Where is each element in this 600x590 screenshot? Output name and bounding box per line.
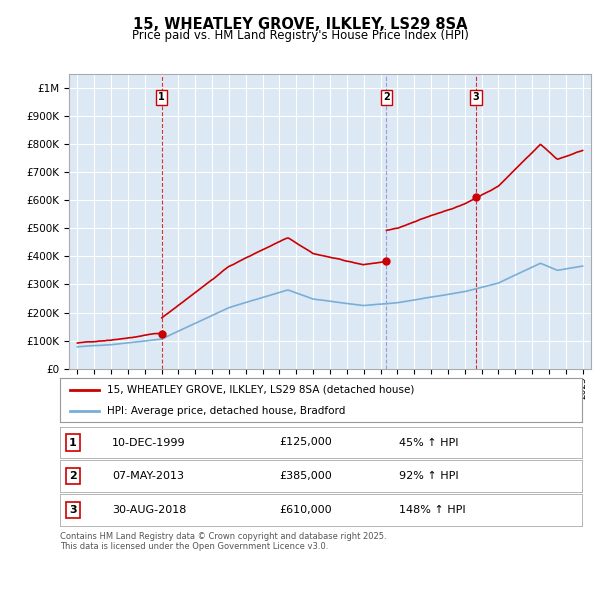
Text: 07-MAY-2013: 07-MAY-2013 [112,471,184,481]
Text: 1: 1 [69,438,77,447]
Text: Contains HM Land Registry data © Crown copyright and database right 2025.
This d: Contains HM Land Registry data © Crown c… [60,532,386,551]
Text: 92% ↑ HPI: 92% ↑ HPI [400,471,459,481]
Point [157,329,166,338]
Point [382,256,391,266]
Point [471,193,481,202]
Text: 10-DEC-1999: 10-DEC-1999 [112,438,186,447]
Text: HPI: Average price, detached house, Bradford: HPI: Average price, detached house, Brad… [107,406,346,416]
Text: £385,000: £385,000 [279,471,332,481]
Text: 45% ↑ HPI: 45% ↑ HPI [400,438,459,447]
Text: Price paid vs. HM Land Registry's House Price Index (HPI): Price paid vs. HM Land Registry's House … [131,30,469,42]
Text: £610,000: £610,000 [279,505,332,514]
Text: 30-AUG-2018: 30-AUG-2018 [112,505,187,514]
Text: £125,000: £125,000 [279,438,332,447]
Text: 2: 2 [383,93,390,102]
Text: 148% ↑ HPI: 148% ↑ HPI [400,505,466,514]
Text: 15, WHEATLEY GROVE, ILKLEY, LS29 8SA: 15, WHEATLEY GROVE, ILKLEY, LS29 8SA [133,17,467,31]
Text: 3: 3 [473,93,479,102]
Text: 1: 1 [158,93,165,102]
Text: 2: 2 [69,471,77,481]
Text: 15, WHEATLEY GROVE, ILKLEY, LS29 8SA (detached house): 15, WHEATLEY GROVE, ILKLEY, LS29 8SA (de… [107,385,415,395]
Text: 3: 3 [69,505,77,514]
